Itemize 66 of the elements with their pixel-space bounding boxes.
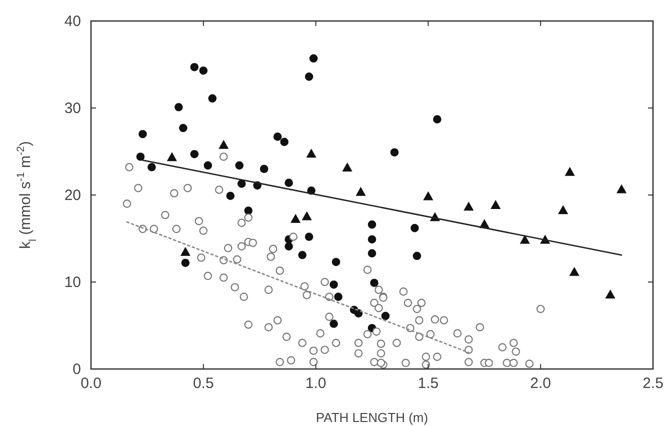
point — [370, 278, 378, 288]
x-tick-label: 0.5 — [192, 375, 214, 392]
point — [565, 167, 575, 176]
point — [226, 192, 235, 200]
point — [180, 247, 190, 256]
x-tick-label: 1.5 — [418, 375, 439, 392]
y-tick-label: 10 — [64, 274, 81, 291]
point — [302, 212, 312, 220]
point — [558, 206, 568, 214]
point — [298, 250, 306, 260]
point — [424, 192, 433, 200]
point — [464, 202, 474, 211]
x-tick-label: 0.0 — [80, 375, 102, 392]
point — [368, 220, 376, 229]
y-tick-label: 40 — [64, 13, 81, 30]
point — [520, 235, 530, 244]
y-tick-label: 20 — [64, 187, 81, 204]
point — [412, 252, 422, 260]
point — [260, 164, 268, 174]
point — [208, 94, 217, 103]
point — [606, 290, 615, 299]
point — [237, 180, 246, 188]
point — [306, 149, 316, 158]
point — [235, 161, 244, 170]
point — [332, 258, 340, 266]
point — [167, 152, 177, 162]
point — [410, 224, 419, 232]
point — [490, 200, 500, 209]
point — [244, 206, 253, 215]
point — [570, 267, 580, 276]
point — [181, 258, 190, 268]
x-tick-label: 2.0 — [530, 375, 552, 392]
x-tick-label: 1.0 — [305, 375, 326, 392]
point — [204, 161, 212, 170]
point — [284, 178, 293, 187]
point — [273, 132, 282, 141]
point — [148, 163, 156, 172]
point — [280, 138, 288, 146]
point — [334, 292, 342, 301]
point — [330, 320, 338, 328]
point — [616, 184, 626, 194]
point — [342, 163, 352, 172]
x-axis-title: PATH LENGTH (m) — [316, 410, 428, 425]
point — [309, 54, 318, 63]
point — [190, 150, 199, 158]
point — [218, 140, 228, 149]
y-tick-label: 30 — [64, 100, 81, 117]
point — [174, 102, 183, 112]
point — [179, 124, 188, 132]
point — [368, 235, 376, 244]
x-tick-label: 2.5 — [642, 375, 664, 392]
point — [390, 148, 399, 157]
point — [136, 152, 145, 161]
point — [284, 242, 293, 250]
point — [368, 249, 376, 258]
point — [138, 130, 147, 138]
point — [190, 62, 199, 72]
point — [199, 66, 208, 75]
point — [330, 280, 338, 289]
point — [290, 214, 300, 223]
point — [356, 187, 366, 196]
point — [433, 115, 442, 124]
point — [381, 312, 390, 320]
y-tick-label: 0 — [72, 361, 81, 378]
point — [304, 72, 314, 81]
point — [304, 232, 314, 241]
